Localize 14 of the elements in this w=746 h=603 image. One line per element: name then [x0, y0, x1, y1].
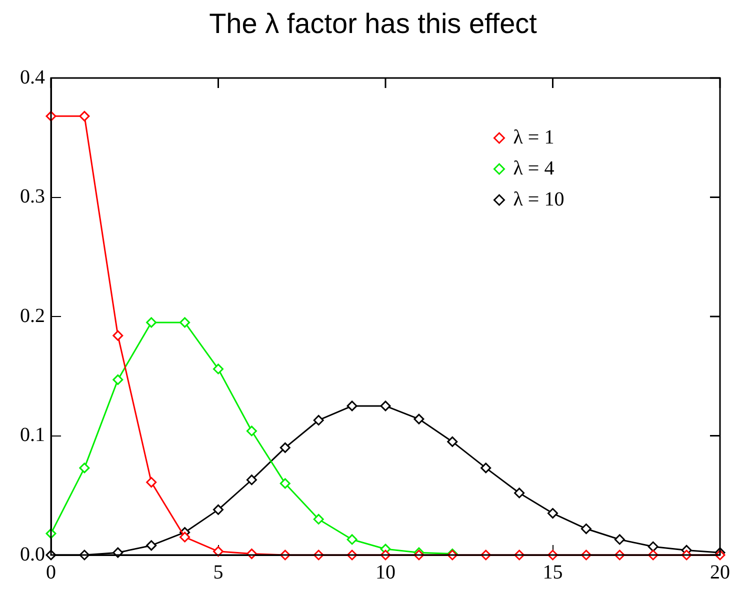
x-tick-label: 0: [46, 561, 56, 584]
y-tick-label: 0.1: [20, 424, 45, 446]
chart-title: The λ factor has this effect: [208, 8, 538, 40]
y-tick-label: 0.0: [20, 543, 45, 566]
x-tick-label: 10: [376, 561, 396, 584]
legend-label: λ = 1: [513, 126, 554, 148]
x-tick-label: 15: [542, 561, 563, 584]
legend-label: λ = 4: [513, 157, 554, 180]
x-tick-label: 5: [213, 561, 224, 584]
y-tick-label: 0.3: [20, 186, 45, 208]
y-tick-label: 0.2: [20, 304, 45, 327]
legend-label: λ = 10: [513, 188, 564, 210]
y-tick-label: 0.4: [20, 66, 45, 88]
x-tick-label: 20: [710, 561, 730, 584]
